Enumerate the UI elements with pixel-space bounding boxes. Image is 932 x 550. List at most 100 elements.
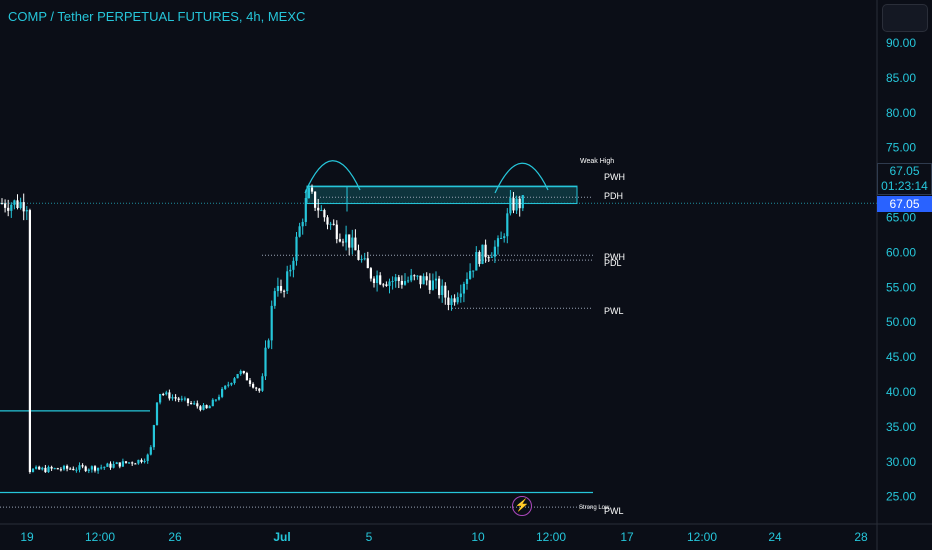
- candle-body: [419, 275, 422, 285]
- candle-body: [248, 380, 252, 384]
- candle-body: [295, 236, 298, 261]
- candle-body: [186, 398, 190, 404]
- candle-body: [233, 378, 236, 383]
- candle-body: [394, 277, 397, 282]
- candle-body: [462, 283, 465, 294]
- arcs-layer: [304, 160, 549, 194]
- candle-body: [106, 463, 109, 467]
- candle-body: [338, 239, 341, 242]
- candle-body: [180, 398, 183, 400]
- candle-body: [171, 397, 174, 399]
- candle-body: [298, 226, 301, 237]
- swing-arc-right: [494, 162, 549, 194]
- y-tick-label: 55.00: [886, 280, 916, 294]
- candle-body: [422, 276, 425, 285]
- candle-body: [59, 469, 62, 471]
- candle-body: [292, 260, 295, 270]
- y-tick-label: 30.00: [886, 455, 916, 469]
- y-tick-label: 65.00: [886, 211, 916, 225]
- candle-body: [93, 466, 97, 471]
- candle-body: [202, 405, 205, 410]
- candle-body: [304, 197, 307, 222]
- candle-body: [81, 465, 84, 467]
- candle-body: [56, 468, 59, 470]
- y-tick-label: 50.00: [886, 315, 916, 329]
- candle-body: [112, 464, 115, 468]
- candle-body: [109, 463, 112, 468]
- candle-body: [211, 399, 214, 407]
- candle-body: [227, 384, 230, 386]
- candle-body: [143, 460, 146, 463]
- candle-body: [165, 392, 168, 395]
- candle-body: [0, 203, 4, 205]
- lightning-bolt-icon[interactable]: ⚡: [512, 496, 532, 516]
- candle-body: [369, 268, 372, 279]
- x-tick-label: 19: [20, 530, 34, 544]
- current-price-tag: 67.05 01:23:14: [877, 163, 932, 195]
- y-tick-label: 80.00: [886, 106, 916, 120]
- candle-body: [279, 286, 283, 291]
- candle-body: [87, 469, 90, 471]
- candle-body: [47, 466, 50, 473]
- chart-title: COMP / Tether PERPETUAL FUTURES, 4h, MEX…: [8, 9, 306, 24]
- candle-body: [273, 291, 276, 306]
- candle-body: [128, 462, 131, 464]
- candle-body: [193, 403, 196, 405]
- candle-body: [407, 280, 410, 282]
- candle-body: [438, 278, 441, 295]
- last-price-tag: 67.05: [877, 196, 932, 212]
- candle-body: [345, 234, 348, 243]
- candle-body: [78, 465, 81, 470]
- y-tick-label: 40.00: [886, 385, 916, 399]
- candle-body: [388, 281, 391, 286]
- x-tick-label: 28: [854, 530, 868, 544]
- candle-body: [447, 297, 450, 305]
- candle-body: [224, 385, 227, 389]
- candle-body: [379, 275, 382, 285]
- candle-body: [255, 387, 258, 389]
- candle-body: [146, 454, 149, 461]
- candle-body: [509, 198, 512, 214]
- candle-body: [500, 237, 503, 239]
- candle-body: [286, 271, 289, 292]
- chart-settings-button[interactable]: [882, 4, 928, 32]
- candle-body: [465, 278, 469, 284]
- candle-body: [221, 388, 224, 397]
- candle-body: [326, 217, 329, 225]
- candle-body: [124, 461, 128, 463]
- candle-body: [431, 280, 434, 290]
- candle-body: [487, 257, 490, 259]
- level-label: PWH: [604, 252, 625, 262]
- candle-body: [205, 405, 208, 409]
- candle-body: [450, 298, 453, 305]
- candle-body: [75, 469, 78, 471]
- x-tick-label: 12:00: [85, 530, 115, 544]
- candle-body: [103, 466, 106, 468]
- candle-body: [434, 278, 438, 281]
- candle-body: [25, 210, 28, 212]
- candle-body: [270, 305, 273, 341]
- level-label: PWL: [604, 306, 624, 316]
- candle-body: [475, 252, 478, 271]
- candle-body: [84, 466, 87, 471]
- candle-body: [53, 468, 56, 470]
- candle-body: [258, 388, 261, 391]
- candle-body: [90, 466, 93, 470]
- candle-body: [168, 392, 171, 399]
- candle-body: [245, 373, 248, 381]
- candle-body: [382, 284, 385, 286]
- candle-body: [97, 467, 100, 471]
- candle-body: [149, 447, 152, 455]
- candle-body: [490, 256, 493, 258]
- candle-body: [236, 374, 239, 379]
- x-tick-label: 5: [366, 530, 373, 544]
- candle-body: [4, 203, 7, 208]
- candle-body: [503, 236, 506, 238]
- candle-body: [214, 399, 217, 401]
- x-tick-label: 17: [620, 530, 634, 544]
- swing-arc-left: [304, 160, 361, 194]
- candle-body: [196, 403, 199, 407]
